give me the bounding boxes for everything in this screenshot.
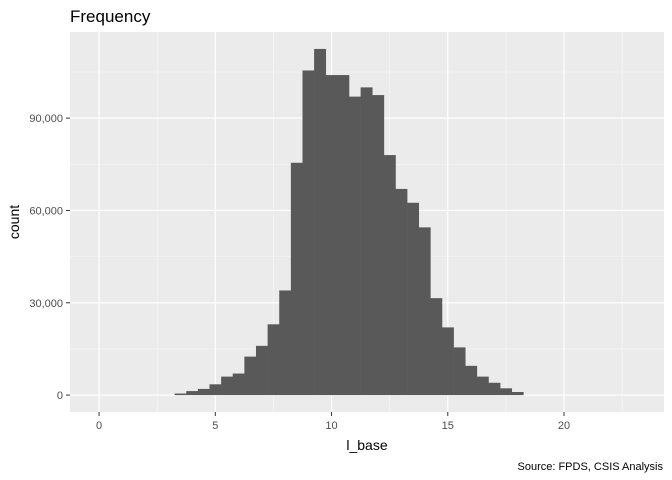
histogram-bar (232, 373, 245, 396)
histogram-bar (441, 327, 454, 396)
histogram-bar (395, 188, 408, 396)
histogram-bar (500, 388, 513, 396)
histogram-bar (197, 388, 210, 396)
histogram-bar (372, 95, 385, 396)
y-tick-label: 30,000 (29, 298, 63, 310)
histogram-bar (302, 70, 315, 396)
histogram-bar (290, 162, 303, 396)
histogram-bar (383, 155, 396, 396)
histogram-bar (244, 356, 257, 396)
histogram-bar (174, 393, 187, 396)
y-tick-label: 0 (57, 390, 63, 402)
histogram-bar (407, 202, 420, 396)
histogram-bar (209, 384, 222, 396)
histogram-bar (348, 96, 361, 396)
y-tick-label: 60,000 (29, 205, 63, 217)
x-axis-title: l_base (346, 437, 387, 453)
histogram-bar (325, 75, 338, 396)
chart-title: Frequency (70, 7, 151, 26)
histogram-bar (360, 87, 373, 396)
histogram-bar (221, 376, 234, 396)
y-axis-title: count (6, 205, 22, 239)
histogram-bar (476, 376, 489, 396)
histogram-bar (465, 365, 478, 396)
histogram-bar (511, 392, 524, 396)
y-axis: 0 30,000 60,000 90,000 (29, 113, 70, 402)
source-caption: Source: FPDS, CSIS Analysis (518, 461, 664, 473)
x-tick-label: 0 (96, 420, 102, 432)
histogram-bar (418, 227, 431, 396)
x-tick-label: 5 (212, 420, 218, 432)
histogram-bar (279, 290, 292, 396)
x-tick-label: 15 (442, 420, 454, 432)
histogram-bar (314, 48, 327, 396)
histogram-bar (488, 382, 501, 396)
x-tick-label: 10 (325, 420, 337, 432)
histogram-bar (186, 391, 199, 396)
histogram-bar (430, 298, 443, 396)
histogram-bar (255, 345, 268, 396)
histogram-bar (337, 75, 350, 396)
y-tick-label: 90,000 (29, 113, 63, 125)
x-axis: 0 5 10 15 20 (96, 412, 570, 432)
histogram-bars (174, 48, 524, 396)
x-tick-label: 20 (558, 420, 570, 432)
histogram-bar (267, 324, 280, 396)
histogram-bar (453, 347, 466, 396)
